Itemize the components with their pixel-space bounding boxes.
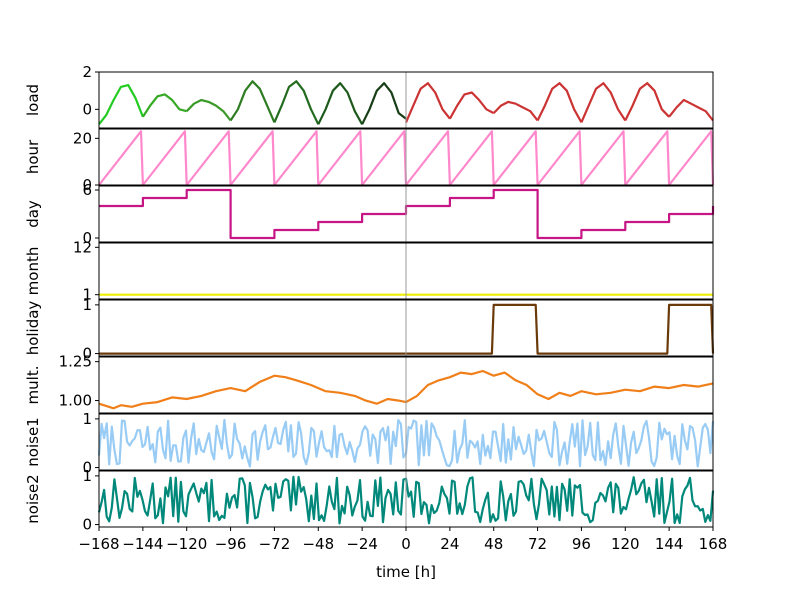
series-line-mult-0 — [98, 369, 714, 410]
x-tick-label: −48 — [302, 535, 334, 553]
y-tick-label: 6 — [82, 181, 92, 199]
y-tick-label: 12 — [73, 238, 92, 256]
panel-frame — [98, 128, 714, 186]
y-tick-label: 1 — [82, 410, 92, 428]
y-axis-label: mult. — [24, 366, 42, 405]
y-tick-label: 1 — [82, 467, 92, 485]
panel-frame — [98, 413, 714, 471]
x-tick-label: −168 — [78, 535, 119, 553]
series-line-load-7 — [404, 82, 451, 123]
series-line-load-9 — [492, 100, 539, 122]
series-line-load-6 — [361, 82, 407, 125]
panel-frame — [98, 71, 714, 129]
x-tick-label: 0 — [401, 535, 411, 553]
y-axis-label: holiday — [24, 301, 42, 356]
panel-noise1: 0 1 noise1 — [24, 410, 715, 477]
panel-day: 0 6 day — [24, 181, 715, 247]
y-tick-label: 0 — [82, 345, 92, 363]
series-line-load-13 — [668, 98, 714, 122]
panel-month: 1 12 month — [24, 238, 714, 304]
y-tick-label: 2 — [82, 63, 92, 81]
panel-frame — [98, 185, 714, 243]
y-axis-label: noise1 — [24, 417, 42, 466]
panel-noise2: 0 1 noise2 — [24, 467, 715, 534]
x-axis: −168 −144 −120 −96 −72 −48 −24 0 24 48 72 96 120 144 1… — [78, 527, 727, 553]
panel-hour: 0 20 hour — [24, 128, 715, 194]
chart-panels: 02load020hour06day112month01holiday1.001… — [24, 63, 715, 534]
x-tick-label: 24 — [440, 535, 459, 553]
y-axis-label: hour — [24, 139, 42, 174]
x-tick-label: −24 — [346, 535, 378, 553]
y-axis-label: month — [24, 247, 42, 296]
panel-frame — [98, 242, 714, 300]
y-axis-label: noise2 — [24, 474, 42, 523]
x-tick-label: 144 — [655, 535, 684, 553]
y-tick-label: 1.00 — [59, 392, 92, 410]
y-tick-label: 20 — [73, 129, 92, 147]
panel-mult: 1.00 1.25 mult. — [24, 353, 714, 414]
x-tick-label: 168 — [699, 535, 728, 553]
y-tick-label: 1 — [82, 296, 92, 314]
x-tick-label: 72 — [528, 535, 547, 553]
y-tick-label: 0 — [82, 176, 92, 194]
series-line-load-2 — [185, 98, 232, 122]
x-tick-label: −120 — [166, 535, 207, 553]
y-tick-label: 0 — [82, 516, 92, 534]
panel-frame — [98, 356, 714, 414]
series-line-load-5 — [317, 82, 364, 125]
y-tick-label: 1 — [82, 286, 92, 304]
x-tick-label: −72 — [259, 535, 291, 553]
series-line-load-11 — [580, 82, 627, 123]
x-tick-label: −144 — [122, 535, 163, 553]
y-axis-label: load — [24, 84, 42, 116]
y-tick-label: 0 — [82, 229, 92, 247]
y-tick-label: 0 — [82, 459, 92, 477]
panel-holiday: 0 1 holiday — [24, 296, 715, 363]
series-line-load-10 — [536, 82, 583, 123]
series-line-holiday-0 — [99, 303, 715, 355]
y-tick-label: 1.25 — [59, 353, 92, 371]
x-tick-label: 120 — [611, 535, 640, 553]
panel-frame — [98, 299, 714, 357]
x-tick-label: −96 — [215, 535, 247, 553]
series-line-load-12 — [624, 82, 670, 121]
series-line-load-3 — [229, 80, 276, 123]
x-axis-label: time [h] — [376, 563, 436, 581]
x-tick-label: 96 — [572, 535, 591, 553]
series-line-load-8 — [448, 91, 495, 120]
series-line-load-0 — [98, 83, 144, 125]
x-tick-label: 48 — [484, 535, 503, 553]
panel-load: 0 2 load — [24, 63, 714, 129]
series-line-load-1 — [141, 93, 187, 118]
y-axis-label: day — [24, 200, 42, 228]
series-line-load-4 — [273, 80, 320, 125]
y-tick-label: 0 — [82, 100, 92, 118]
